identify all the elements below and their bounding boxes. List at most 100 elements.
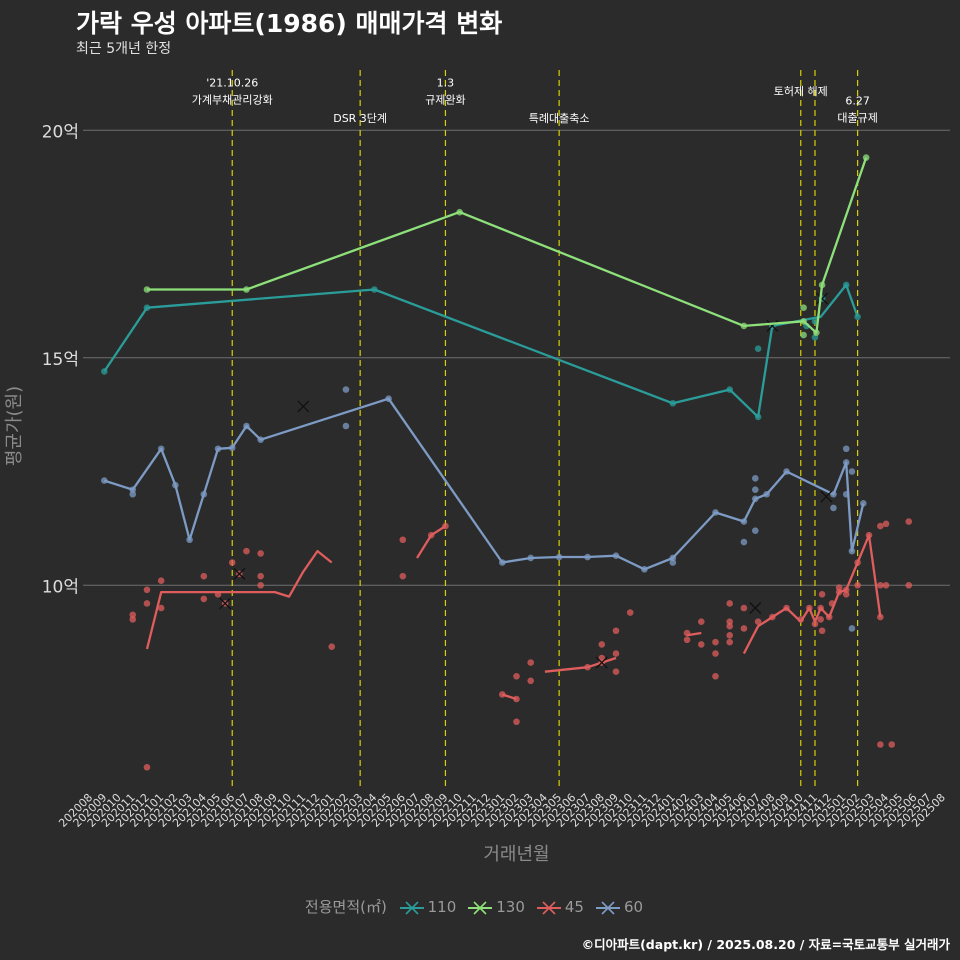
data-point-45 — [584, 663, 591, 671]
data-point-45 — [527, 659, 535, 666]
data-point-60 — [527, 554, 535, 562]
data-point-45 — [712, 672, 719, 680]
data-point-60 — [584, 553, 591, 561]
data-point-45 — [427, 531, 435, 539]
series-line-110 — [103, 283, 859, 419]
data-point-45 — [825, 613, 833, 621]
event-label-line: 특례대출축소 — [529, 112, 590, 125]
x-axis-label: 거래년월 — [483, 844, 549, 865]
data-point-60 — [860, 500, 867, 507]
data-point-110 — [726, 386, 733, 393]
data-point-110 — [101, 368, 108, 375]
cross-marker-110 — [816, 292, 829, 305]
event-label-line: 규제완화 — [425, 94, 465, 107]
data-point-45 — [399, 572, 407, 580]
data-point-45 — [612, 650, 620, 657]
data-point-60 — [243, 422, 250, 430]
legend-label: 60 — [623, 898, 644, 916]
data-point-45 — [200, 595, 208, 603]
data-point-60 — [257, 436, 264, 443]
event-label: '21.10.26 가계부채관리강화 — [192, 77, 273, 107]
legend-item-110: 110 — [399, 898, 457, 916]
event-label-line: 토허제 해제 — [774, 84, 828, 98]
data-point-130 — [818, 281, 826, 289]
data-point-45 — [740, 625, 748, 632]
data-point-130 — [456, 208, 463, 216]
data-point-45 — [243, 547, 250, 555]
data-point-60 — [342, 422, 350, 430]
cross-marker-45 — [749, 602, 762, 614]
legend-key-icon — [595, 900, 620, 915]
data-point-45 — [882, 520, 890, 528]
data-point-45 — [865, 531, 873, 539]
data-point-60 — [385, 395, 392, 403]
data-point-130 — [813, 329, 820, 337]
data-point-45 — [797, 616, 805, 623]
data-point-45 — [129, 616, 137, 623]
data-point-60 — [101, 477, 108, 484]
legend-item-60: 60 — [595, 898, 644, 916]
legend-label: 110 — [427, 898, 457, 916]
chart-subtitle: 최근 5개년 한정 — [76, 41, 172, 57]
legend-title: 전용면적(㎡) — [304, 898, 387, 916]
data-point-60 — [228, 444, 236, 452]
data-point-60 — [641, 566, 648, 573]
event-label: 6.27 대출규제 — [837, 95, 877, 125]
data-point-45 — [527, 677, 535, 685]
data-point-45 — [769, 613, 776, 621]
legend-items: 110 130 45 60 — [399, 898, 655, 916]
data-point-60 — [740, 538, 748, 546]
event-label: DSR 3단계 — [333, 112, 387, 125]
cross-marker-45 — [233, 567, 246, 580]
data-point-45 — [328, 643, 336, 650]
data-point-130 — [800, 318, 807, 325]
data-point-60 — [848, 625, 856, 632]
data-point-45 — [697, 641, 705, 648]
data-point-45 — [877, 581, 884, 589]
data-point-45 — [854, 559, 861, 566]
data-point-45 — [842, 586, 850, 594]
data-point-60 — [842, 459, 850, 466]
y-tick-label: 20억 — [42, 122, 79, 142]
data-point-60 — [751, 495, 759, 503]
data-point-60 — [157, 445, 165, 453]
data-point-60 — [669, 554, 677, 562]
data-point-60 — [342, 386, 350, 393]
data-point-45 — [811, 620, 819, 628]
data-point-45 — [817, 616, 824, 623]
data-point-110 — [854, 313, 861, 321]
data-point-60 — [830, 504, 837, 512]
data-point-45 — [726, 632, 733, 639]
data-point-45 — [683, 636, 691, 644]
legend-label: 130 — [496, 898, 525, 916]
data-point-130 — [740, 322, 748, 330]
data-point-45 — [877, 613, 884, 621]
data-point-45 — [598, 641, 606, 648]
data-point-45 — [828, 600, 836, 607]
cross-marker-110 — [766, 319, 779, 332]
data-point-60 — [186, 536, 193, 544]
data-point-45 — [726, 600, 733, 607]
data-point-45 — [129, 611, 137, 619]
y-tick-label: 15억 — [42, 350, 79, 370]
data-point-45 — [257, 581, 264, 589]
data-point-45 — [882, 581, 890, 589]
data-point-45 — [726, 622, 733, 630]
y-tick-label: 10억 — [42, 577, 79, 597]
data-point-60 — [214, 445, 222, 453]
data-point-60 — [669, 559, 677, 566]
event-label: 토허제 해제 — [774, 84, 828, 98]
data-point-45 — [257, 572, 264, 580]
data-point-45 — [257, 550, 264, 557]
data-point-60 — [200, 490, 208, 498]
series-line-45 — [416, 525, 447, 559]
data-point-110 — [754, 413, 762, 421]
data-point-45 — [818, 591, 826, 598]
data-point-60 — [830, 490, 837, 498]
data-point-45 — [157, 604, 165, 612]
series-line-60 — [103, 397, 865, 571]
data-point-60 — [555, 553, 563, 561]
data-point-110 — [754, 345, 762, 352]
chart-title: 가락 우성 아파트(1986) 매매가격 변화 — [76, 9, 503, 38]
